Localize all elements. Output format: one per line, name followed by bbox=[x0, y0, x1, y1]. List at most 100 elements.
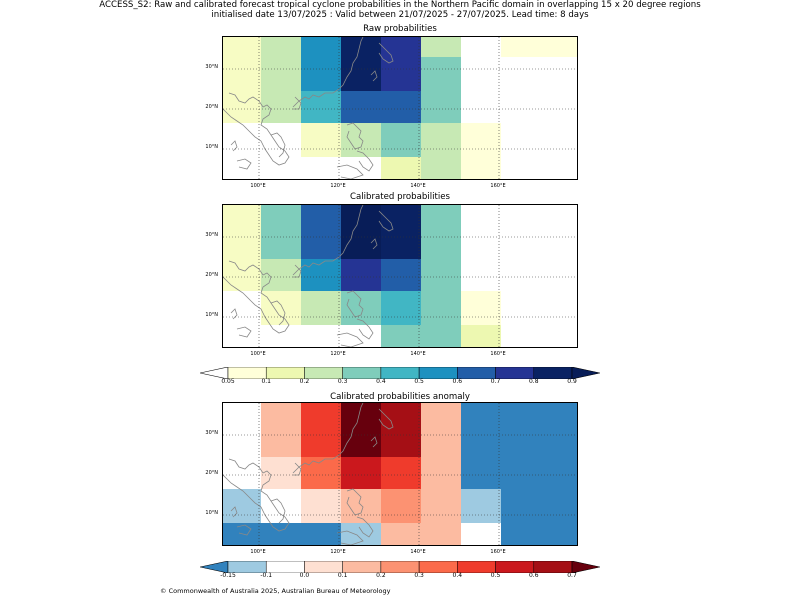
probability-cell bbox=[341, 91, 381, 123]
probability-cell bbox=[461, 205, 501, 225]
probability-cell bbox=[461, 91, 501, 123]
coastline bbox=[356, 318, 374, 340]
colorbar-tick-label: 0.7 bbox=[490, 378, 501, 385]
probability-cell bbox=[261, 403, 301, 423]
probability-cell bbox=[341, 423, 381, 457]
probability-cell bbox=[461, 37, 501, 57]
probability-cell bbox=[501, 37, 577, 57]
coastline bbox=[336, 332, 364, 347]
latitude-tick-label: 10°N bbox=[205, 144, 218, 150]
panel-title-raw: Raw probabilities bbox=[363, 24, 437, 34]
probability-cell bbox=[421, 91, 461, 123]
probability-cell bbox=[341, 523, 381, 545]
probability-cell bbox=[381, 457, 421, 489]
colorbar-tick-label: 0.5 bbox=[414, 378, 424, 385]
colorbar-tick-label: 0.05 bbox=[221, 378, 235, 385]
probability-cell bbox=[301, 423, 341, 457]
probability-cell bbox=[501, 403, 577, 423]
probability-cell bbox=[381, 91, 421, 123]
latitude-tick-label: 30°N bbox=[205, 64, 218, 70]
coastline bbox=[346, 488, 364, 516]
probability-cell bbox=[461, 157, 501, 179]
probability-cell bbox=[501, 123, 577, 157]
probability-cell bbox=[461, 291, 501, 325]
longitude-tick-label: 120°E bbox=[330, 549, 346, 555]
coastline bbox=[336, 164, 364, 179]
coastline bbox=[356, 516, 374, 538]
probability-cell bbox=[261, 91, 301, 123]
colorbar-tick-label: 0.2 bbox=[376, 572, 386, 579]
probability-cell bbox=[421, 403, 461, 423]
probability-cell bbox=[341, 489, 381, 523]
probability-cell bbox=[461, 457, 501, 489]
probability-cell bbox=[261, 259, 301, 291]
colorbar-over-arrow bbox=[571, 560, 601, 574]
map-calibrated-probabilities bbox=[222, 204, 578, 348]
coastline bbox=[223, 92, 290, 166]
coastline bbox=[356, 150, 374, 172]
probability-cell bbox=[223, 423, 261, 457]
probability-cell bbox=[223, 523, 261, 545]
colorbar-tick-label: 0.1 bbox=[337, 572, 348, 579]
probability-cell bbox=[421, 225, 461, 259]
probability-cell bbox=[223, 403, 261, 423]
probability-cell bbox=[301, 225, 341, 259]
probability-cell bbox=[381, 291, 421, 325]
probability-cell bbox=[261, 423, 301, 457]
probability-cell bbox=[261, 325, 301, 347]
probability-cell bbox=[341, 205, 381, 225]
map-calibrated-anomaly bbox=[222, 402, 578, 546]
latitude-tick-label: 10°N bbox=[205, 510, 218, 516]
probability-cell bbox=[501, 291, 577, 325]
probability-cell bbox=[223, 37, 261, 57]
probability-cell bbox=[501, 423, 577, 457]
probability-cell bbox=[421, 123, 461, 157]
colorbar-tick-label: 0.8 bbox=[528, 378, 539, 385]
probability-cell bbox=[301, 457, 341, 489]
probability-cell bbox=[501, 457, 577, 489]
probability-cell bbox=[301, 489, 341, 523]
probability-cell bbox=[301, 291, 341, 325]
probability-cell bbox=[261, 205, 301, 225]
probability-cell bbox=[301, 157, 341, 179]
colorbar-tick-label: 0.7 bbox=[567, 572, 577, 579]
panel-title-calibrated: Calibrated probabilities bbox=[349, 192, 451, 202]
latitude-tick-label: 10°N bbox=[205, 312, 218, 318]
coastline bbox=[370, 238, 378, 250]
probability-cell bbox=[223, 205, 261, 225]
probability-cell bbox=[461, 423, 501, 457]
probability-cell bbox=[381, 403, 421, 423]
probability-cell bbox=[381, 157, 421, 179]
longitude-tick-label: 100°E bbox=[250, 183, 266, 189]
coastline bbox=[270, 132, 286, 158]
probability-cell bbox=[261, 57, 301, 91]
probability-cell bbox=[501, 259, 577, 291]
probability-cell bbox=[341, 157, 381, 179]
longitude-tick-label: 140°E bbox=[410, 549, 426, 555]
copyright-notice: © Commonwealth of Australia 2025, Austra… bbox=[160, 587, 391, 595]
probability-cell bbox=[461, 225, 501, 259]
probability-cell bbox=[421, 291, 461, 325]
coastline bbox=[378, 42, 394, 64]
map-canvas bbox=[223, 403, 577, 545]
coastline bbox=[236, 158, 252, 170]
probability-cell bbox=[223, 123, 261, 157]
probability-cell bbox=[461, 403, 501, 423]
probability-cell bbox=[501, 57, 577, 91]
probability-cell bbox=[501, 205, 577, 225]
longitude-tick-label: 160°E bbox=[490, 183, 506, 189]
probability-cell bbox=[421, 325, 461, 347]
probability-cell bbox=[341, 259, 381, 291]
latitude-tick-label: 30°N bbox=[205, 430, 218, 436]
probability-cell bbox=[261, 37, 301, 57]
probability-cell bbox=[261, 225, 301, 259]
probability-cell bbox=[381, 225, 421, 259]
probability-cell bbox=[381, 37, 421, 57]
probability-cell bbox=[501, 157, 577, 179]
probability-cell bbox=[381, 57, 421, 91]
colorbar-tick-label: 0.3 bbox=[414, 572, 424, 579]
coastline bbox=[270, 300, 286, 326]
probability-cell bbox=[223, 457, 261, 489]
probability-cell bbox=[501, 523, 577, 545]
probability-cell bbox=[301, 403, 341, 423]
